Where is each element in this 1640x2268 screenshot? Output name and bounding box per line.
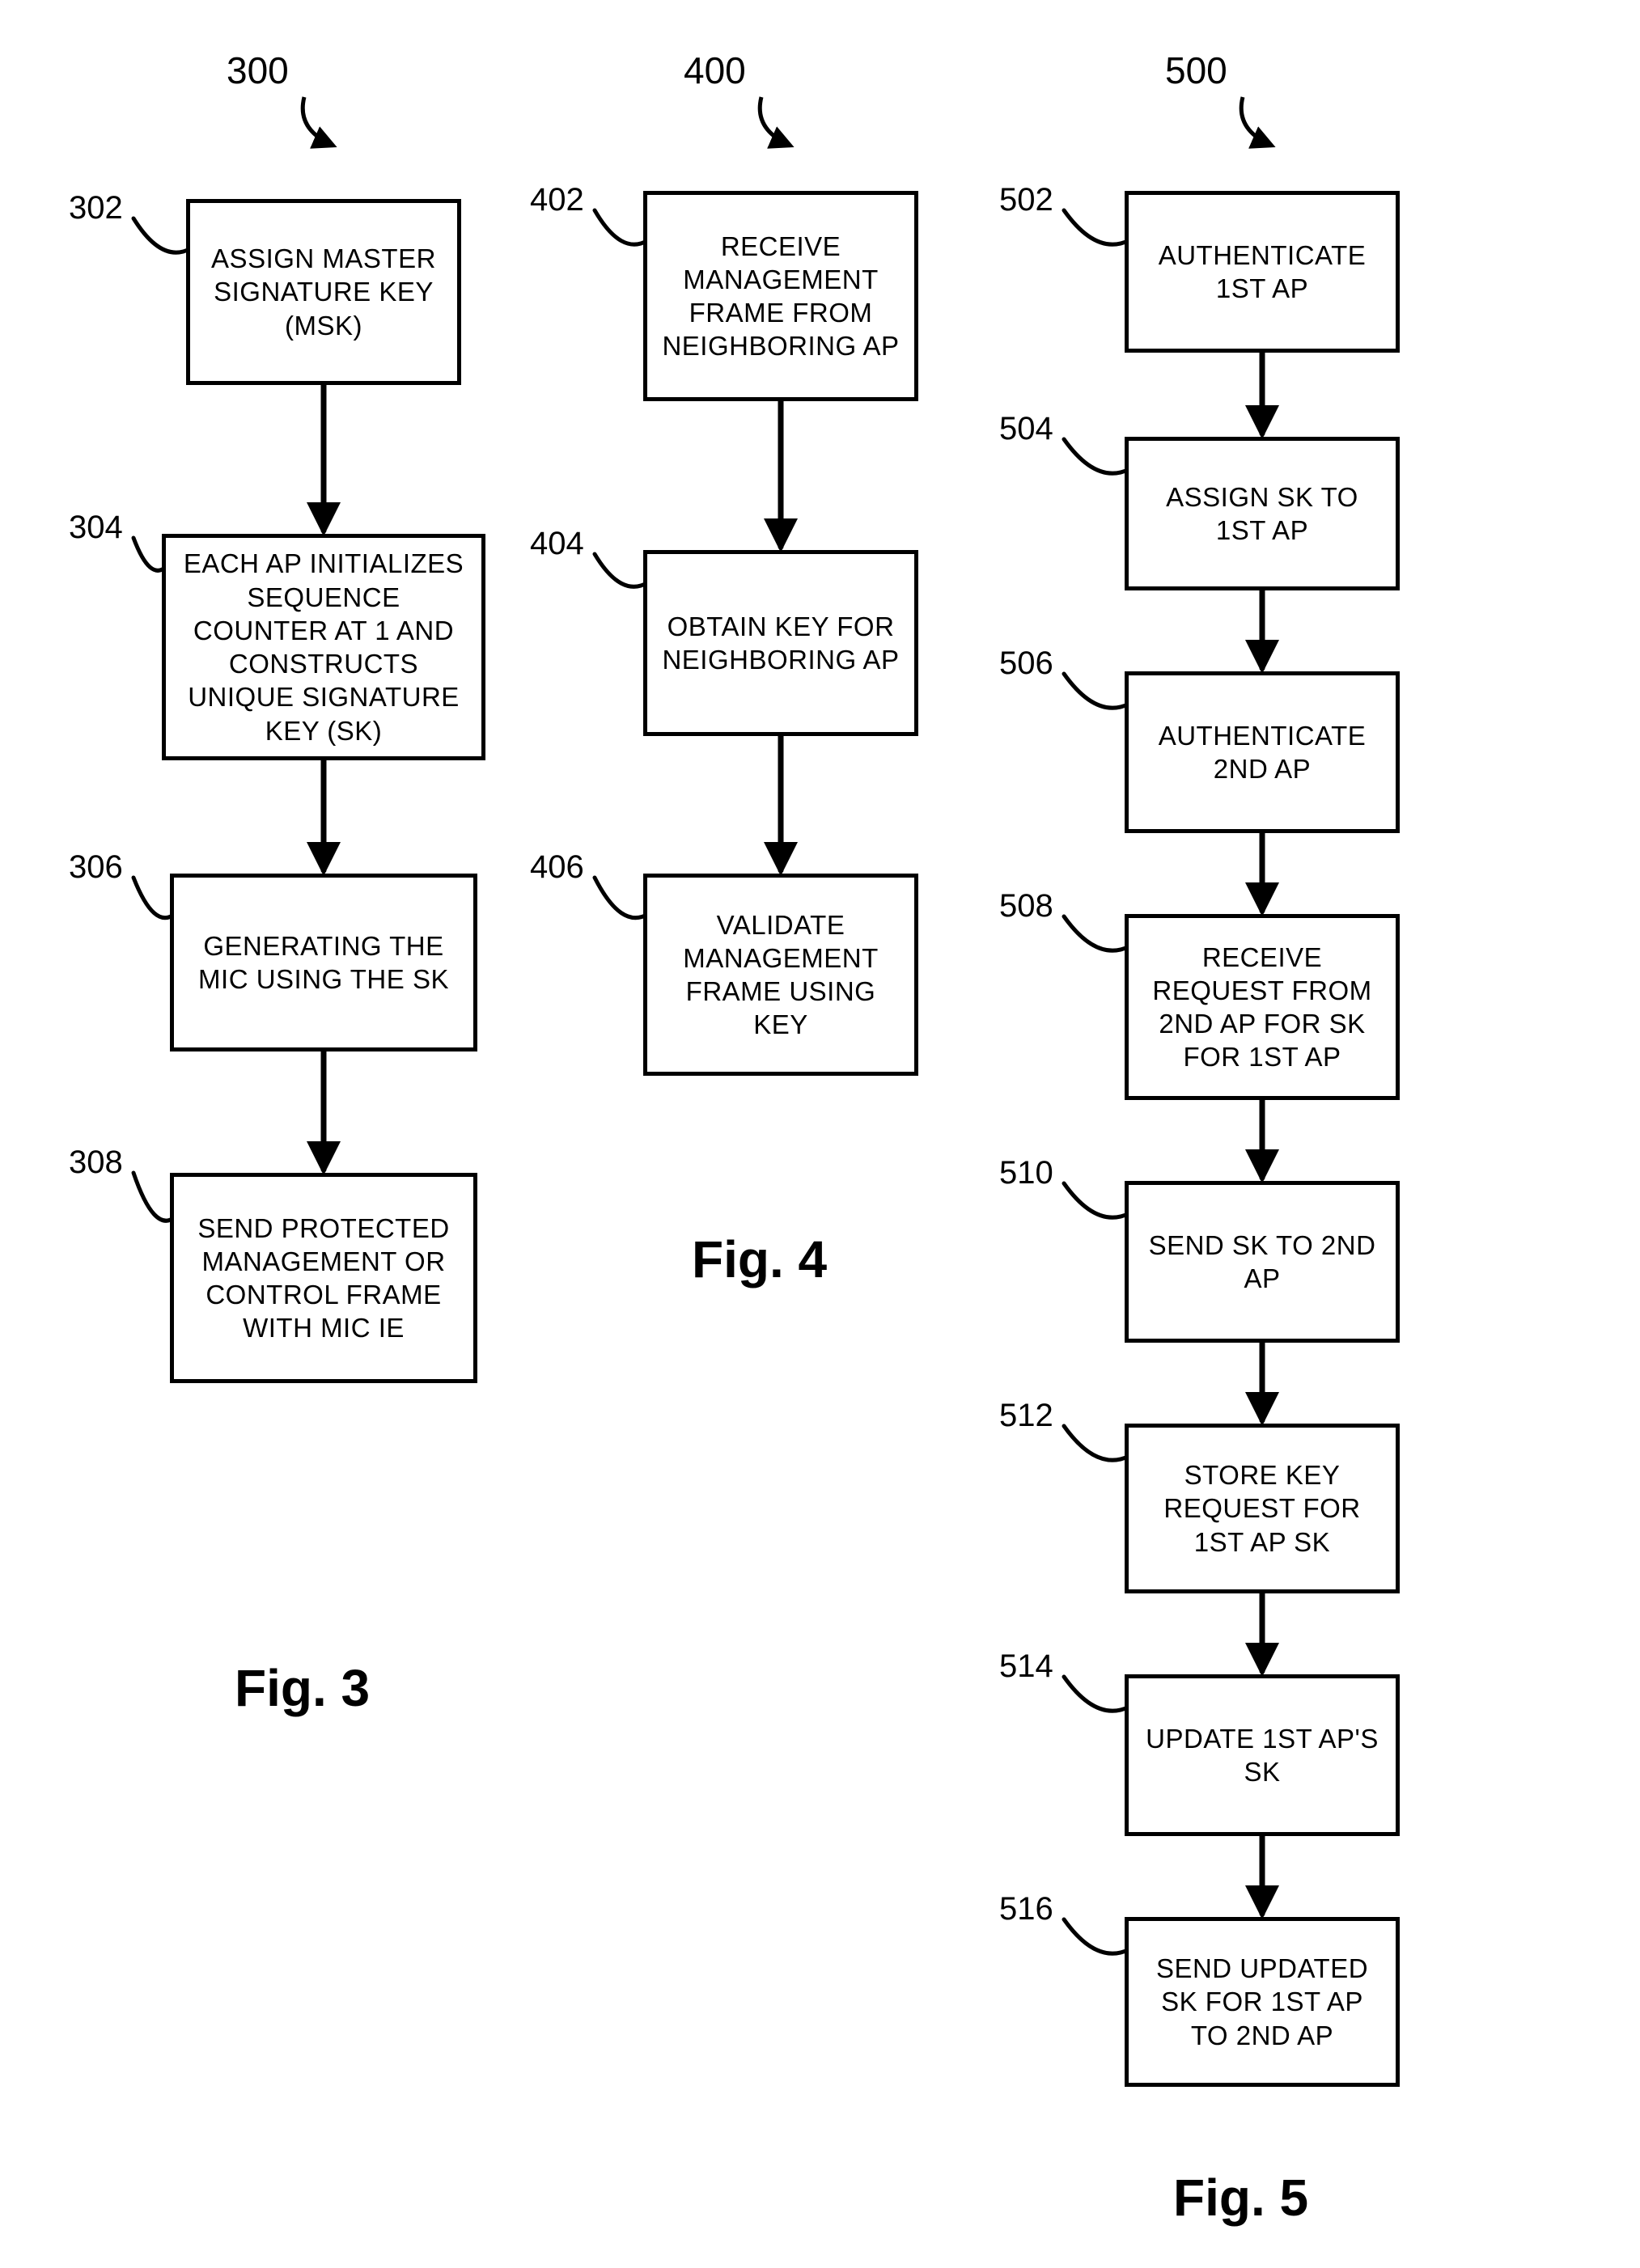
flow-node-n508: RECEIVE REQUEST FROM 2ND AP FOR SK FOR 1… (1125, 914, 1400, 1100)
fig4-top-number: 400 (684, 49, 746, 92)
ref-label-306: 306 (69, 849, 123, 886)
ref-label-308: 308 (69, 1145, 123, 1181)
flow-node-n516: SEND UPDATED SK FOR 1ST AP TO 2ND AP (1125, 1917, 1400, 2087)
ref-label-502: 502 (999, 182, 1053, 218)
flow-node-n502: AUTHENTICATE 1ST AP (1125, 191, 1400, 353)
ref-label-516: 516 (999, 1891, 1053, 1927)
fig3-label: Fig. 3 (235, 1658, 370, 1718)
ref-label-510: 510 (999, 1155, 1053, 1191)
fig5-top-number: 500 (1165, 49, 1227, 92)
flow-node-n506: AUTHENTICATE 2ND AP (1125, 671, 1400, 833)
ref-label-514: 514 (999, 1648, 1053, 1685)
ref-label-406: 406 (530, 849, 584, 886)
ref-label-402: 402 (530, 182, 584, 218)
flow-node-n302: ASSIGN MASTER SIGNATURE KEY (MSK) (186, 199, 461, 385)
flow-node-n308: SEND PROTECTED MANAGEMENT OR CONTROL FRA… (170, 1173, 477, 1383)
flow-node-n402: RECEIVE MANAGEMENT FRAME FROM NEIGHBORIN… (643, 191, 918, 401)
flow-node-n504: ASSIGN SK TO 1ST AP (1125, 437, 1400, 590)
ref-label-512: 512 (999, 1398, 1053, 1434)
flow-node-n404: OBTAIN KEY FOR NEIGHBORING AP (643, 550, 918, 736)
ref-label-506: 506 (999, 645, 1053, 682)
page-canvas: 300 Fig. 3 ASSIGN MASTER SIGNATURE KEY (MS… (0, 0, 1640, 2268)
flow-node-n306: GENERATING THE MIC USING THE SK (170, 874, 477, 1051)
flow-node-n406: VALIDATE MANAGEMENT FRAME USING KEY (643, 874, 918, 1076)
flow-node-n304: EACH AP INITIALIZES SEQUENCE COUNTER AT … (162, 534, 485, 760)
ref-label-302: 302 (69, 190, 123, 226)
flow-node-n514: UPDATE 1ST AP'S SK (1125, 1674, 1400, 1836)
ref-label-508: 508 (999, 888, 1053, 925)
fig4-label: Fig. 4 (692, 1229, 827, 1289)
ref-label-504: 504 (999, 411, 1053, 447)
flow-node-n512: STORE KEY REQUEST FOR 1ST AP SK (1125, 1424, 1400, 1593)
fig3-top-number: 300 (227, 49, 289, 92)
flow-node-n510: SEND SK TO 2ND AP (1125, 1181, 1400, 1343)
ref-label-404: 404 (530, 526, 584, 562)
ref-label-304: 304 (69, 510, 123, 546)
fig5-label: Fig. 5 (1173, 2168, 1308, 2228)
